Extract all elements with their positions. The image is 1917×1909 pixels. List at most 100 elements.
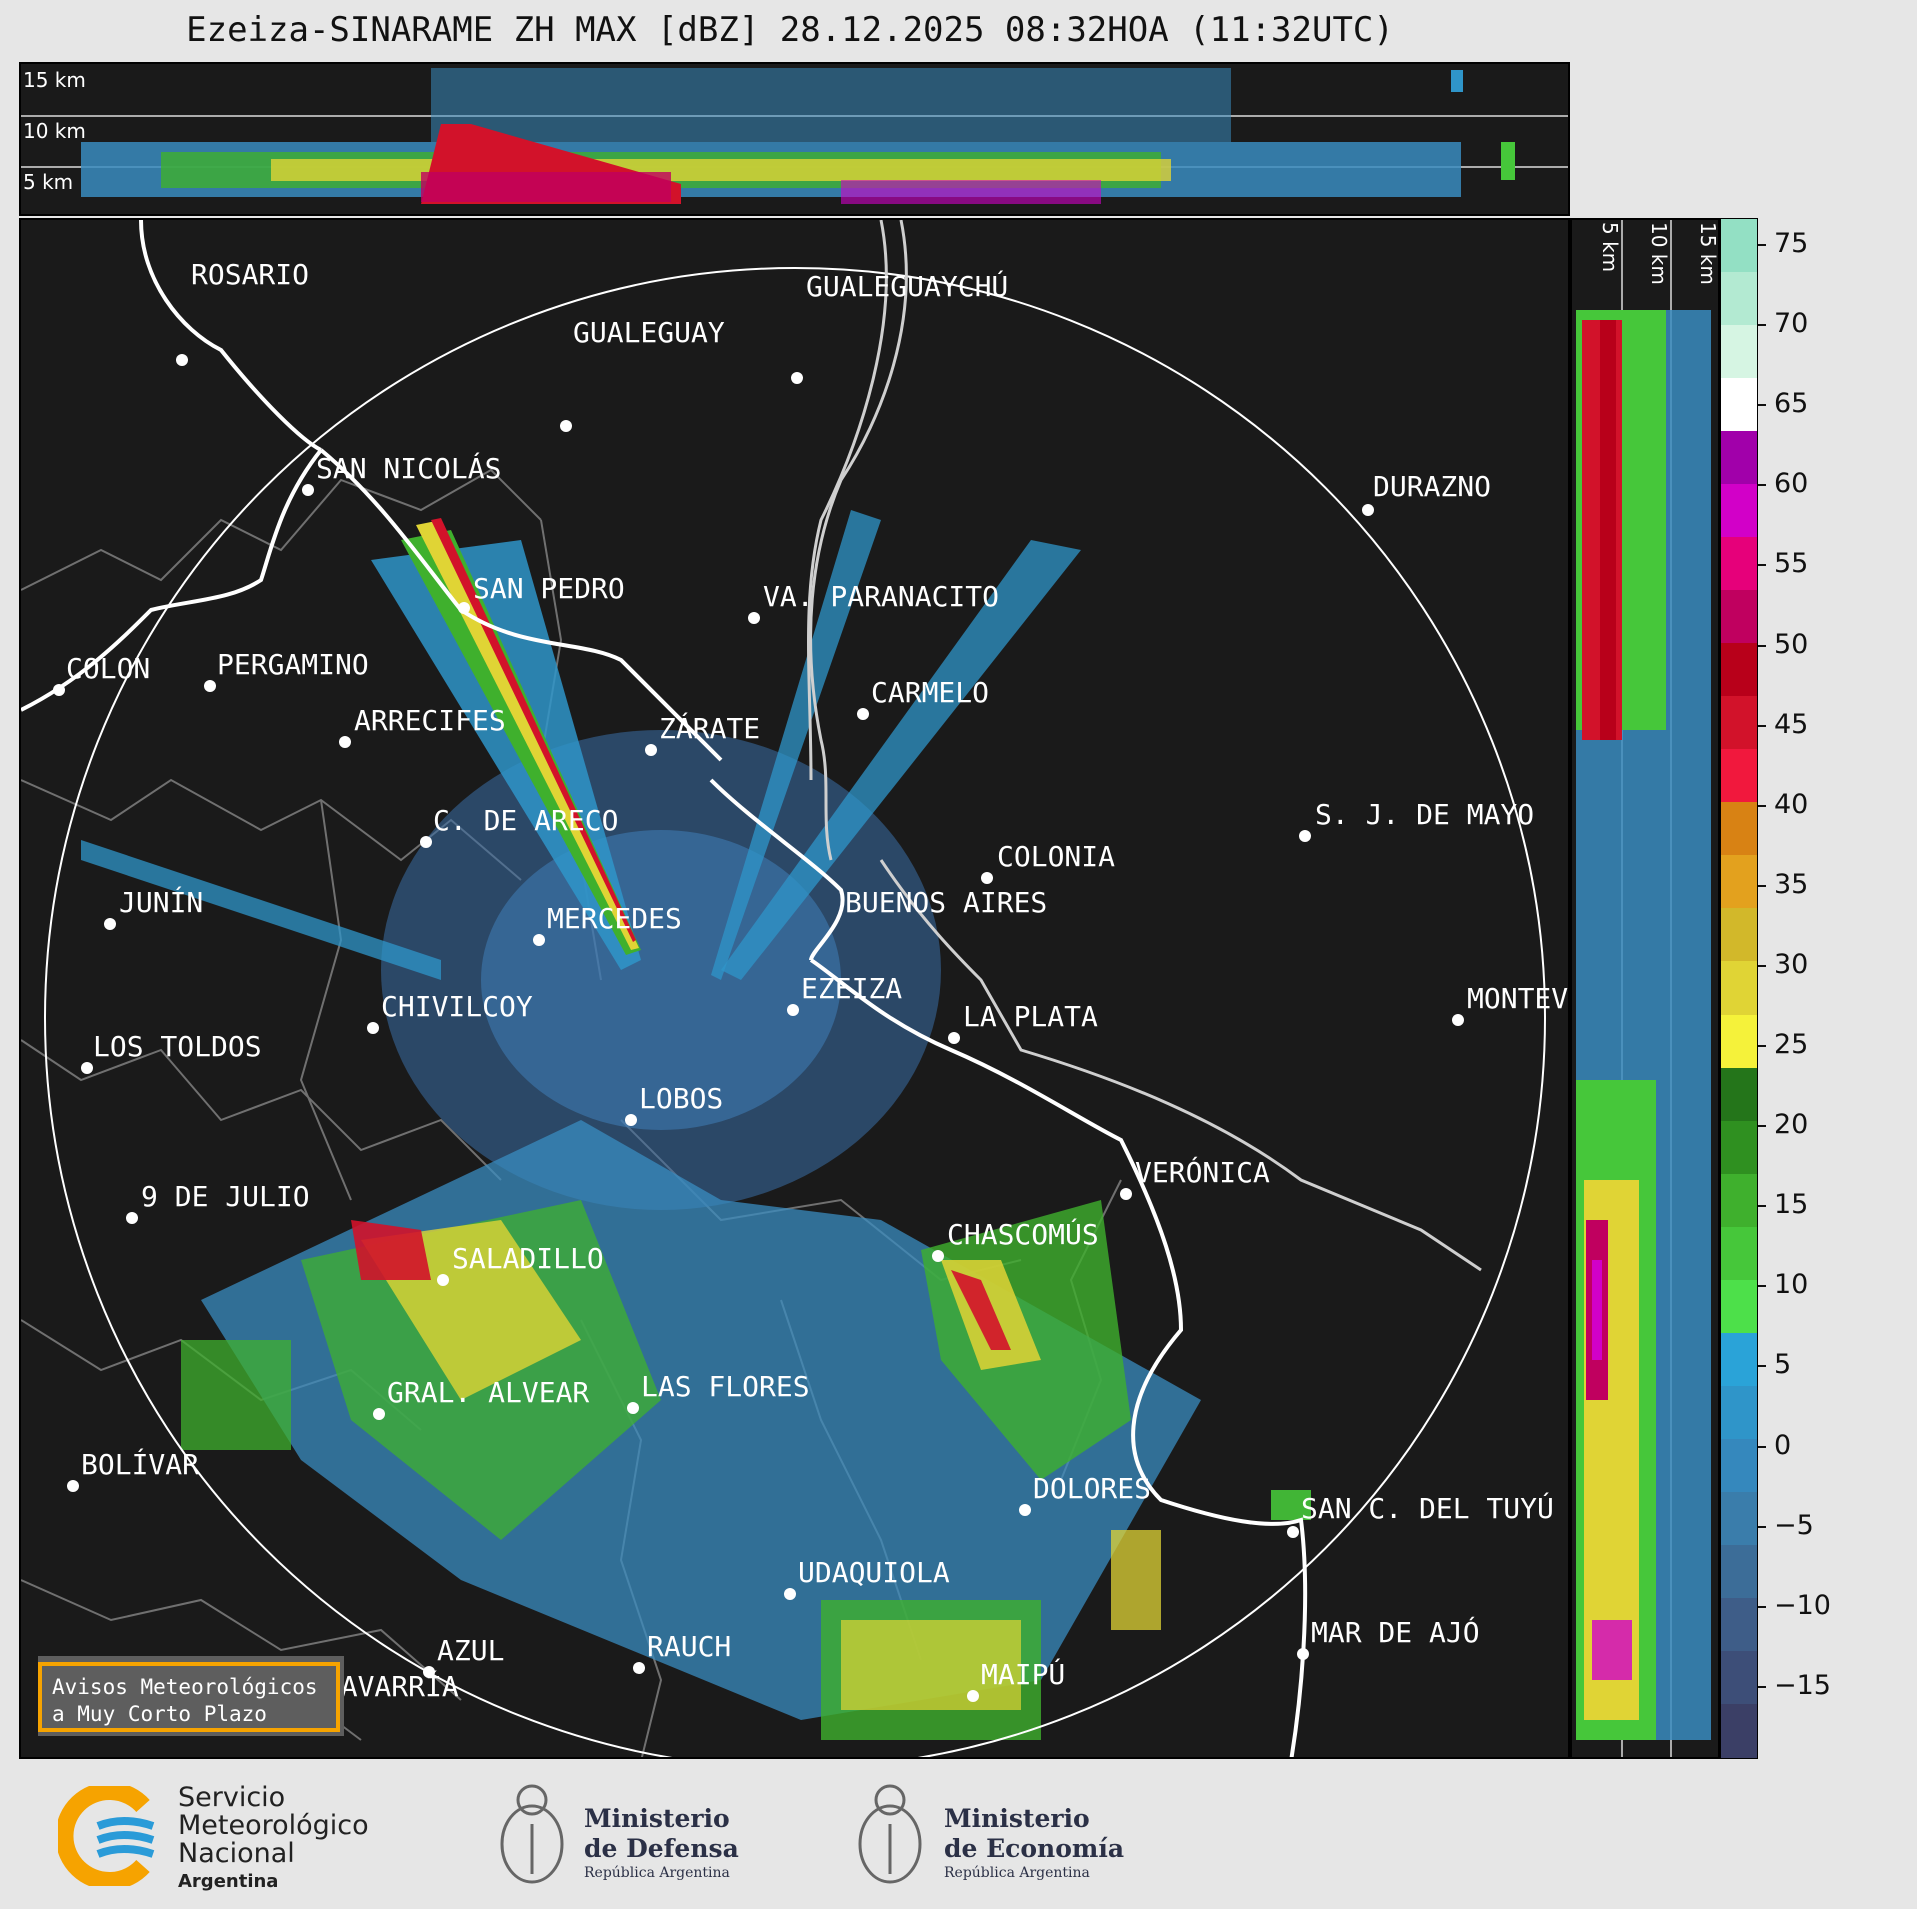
colorbar-segment <box>1721 696 1757 751</box>
city-colonia: COLONIA <box>997 840 1116 873</box>
city-chivilcoy: CHIVILCOY <box>381 990 533 1023</box>
city-montevideo: MONTEV <box>1467 982 1569 1015</box>
city-s-j-de-mayo: S. J. DE MAYO <box>1315 798 1535 831</box>
city-9-de-julio: 9 DE JULIO <box>141 1180 310 1213</box>
city-label: ROSARIO <box>191 258 310 291</box>
top-profile-image <box>21 68 1568 204</box>
city-va-paranacito: VA. PARANACITO <box>763 580 1000 613</box>
city-chascomus: CHASCOMÚS <box>947 1218 1099 1251</box>
radar-map-image <box>21 220 1546 1757</box>
colorbar-segment <box>1721 1438 1757 1493</box>
colorbar-segment <box>1721 1385 1757 1440</box>
colorbar-segment <box>1721 325 1757 380</box>
map-title: Ezeiza-SINARAME ZH MAX [dBZ] 28.12.2025 … <box>186 10 1394 50</box>
notice-line-2: a Muy Corto Plazo <box>52 1702 267 1726</box>
range-ring <box>44 267 1546 1757</box>
side-height-label-15: 15 km <box>1696 222 1720 285</box>
smn-line-4: Argentina <box>178 1871 279 1892</box>
height-label-15: 15 km <box>23 68 86 92</box>
defensa-line-2: de Defensa <box>584 1834 739 1863</box>
dbz-colorbar <box>1720 218 1758 1759</box>
city-dots <box>53 354 1464 1714</box>
city-gualeguaychu: GUALEGUAYCHÚ <box>806 270 1009 303</box>
smn-line-3: Nacional <box>178 1838 295 1869</box>
colorbar-segment <box>1721 537 1757 592</box>
city-san-pedro: SAN PEDRO <box>473 572 625 605</box>
colorbar-segment <box>1721 1332 1757 1387</box>
city-ezeiza: EZEIZA <box>801 972 903 1005</box>
city-junin: JUNÍN <box>119 886 204 919</box>
colorbar-segment <box>1721 908 1757 963</box>
city-san-c-del-tuyu: SAN C. DEL TUYÚ <box>1301 1492 1554 1525</box>
colorbar-segment <box>1721 590 1757 645</box>
city-gral-alvear: GRAL. ALVEAR <box>387 1376 590 1409</box>
colorbar-segment <box>1721 484 1757 539</box>
city-buenos-aires: BUENOS AIRES <box>845 886 1048 919</box>
colorbar-segment <box>1721 1226 1757 1281</box>
colorbar-segment <box>1721 961 1757 1016</box>
smn-line-1: Servicio <box>178 1782 286 1813</box>
notice-box[interactable]: Avisos Meteorológicos a Muy Corto Plazo <box>38 1662 340 1732</box>
economia-line-3: República Argentina <box>944 1865 1090 1881</box>
rivers <box>807 220 1482 1272</box>
city-mercedes: MERCEDES <box>547 902 682 935</box>
city-bolivar: BOLÍVAR <box>81 1448 200 1481</box>
city-san-nicolas: SAN NICOLÁS <box>316 452 502 485</box>
colorbar-segment <box>1721 1279 1757 1334</box>
notice-line-1: Avisos Meteorológicos <box>52 1675 318 1699</box>
height-label-5: 5 km <box>23 170 74 194</box>
notice-background <box>38 1656 344 1736</box>
top-height-profile: 15 km 10 km 5 km <box>19 62 1570 216</box>
economia-line-1: Ministerio <box>944 1804 1090 1833</box>
side-profile-image <box>1576 220 1711 1757</box>
colorbar-segment <box>1721 1173 1757 1228</box>
coat-of-arms-icon <box>500 1784 564 1884</box>
side-height-label-5: 5 km <box>1598 222 1622 273</box>
coastline <box>21 220 1308 1757</box>
colorbar-segment <box>1721 272 1757 327</box>
colorbar-segment <box>1721 1067 1757 1122</box>
radar-echoes <box>81 510 1311 1740</box>
city-arrecifes: ARRECIFES <box>354 704 506 737</box>
city-dolores: DOLORES <box>1033 1472 1152 1505</box>
smn-line-2: Meteorológico <box>178 1810 369 1841</box>
city-maipu: MAIPÚ <box>981 1658 1066 1691</box>
city-la-plata: LA PLATA <box>963 1000 1098 1033</box>
colorbar-segment <box>1721 1650 1757 1705</box>
city-colon: COLON <box>66 652 151 685</box>
city-mar-de-ajo: MAR DE AJÓ <box>1311 1616 1480 1649</box>
city-gualeguay: GUALEGUAY <box>573 316 725 349</box>
city-saladillo: SALADILLO <box>452 1242 604 1275</box>
coat-of-arms-icon <box>858 1784 922 1884</box>
city-lobos: LOBOS <box>639 1082 724 1115</box>
colorbar-ticks: 75 70 65 60 55 50 45 40 35 30 25 20 15 10 5 0 −5 −10 −15 <box>1758 228 1831 1701</box>
city-pergamino: PERGAMINO <box>217 648 369 681</box>
city-zarate: ZÁRATE <box>659 712 761 745</box>
side-height-label-10: 10 km <box>1647 222 1671 285</box>
height-label-10: 10 km <box>23 119 86 143</box>
city-carmelo: CARMELO <box>871 676 990 709</box>
city-veronica: VERÓNICA <box>1135 1156 1270 1189</box>
city-azul: AZUL <box>437 1634 505 1667</box>
city-durazno: DURAZNO <box>1373 470 1492 503</box>
city-udaquiola: UDAQUIOLA <box>798 1556 950 1589</box>
city-c-de-areco: C. DE ARECO <box>433 804 619 837</box>
colorbar-segment <box>1721 643 1757 698</box>
colorbar-segment <box>1721 431 1757 486</box>
radar-map: ROSARIO GUALEGUAYCHÚ GUALEGUAY SAN NICOL… <box>19 218 1570 1759</box>
smn-logo-icon <box>58 1786 155 1886</box>
colorbar-segment <box>1721 1597 1757 1652</box>
colorbar-segment <box>1721 1703 1757 1758</box>
colorbar-segment <box>1721 1544 1757 1599</box>
colorbar-segment <box>1721 1491 1757 1546</box>
city-rauch: RAUCH <box>647 1630 732 1663</box>
colorbar-segment <box>1721 802 1757 857</box>
colorbar-segment <box>1721 219 1757 274</box>
colorbar-segment <box>1721 1014 1757 1069</box>
city-las-flores: LAS FLORES <box>641 1370 810 1403</box>
defensa-line-3: República Argentina <box>584 1865 730 1881</box>
colorbar-segment <box>1721 749 1757 804</box>
side-height-profile: 5 km 10 km 15 km <box>1570 218 1720 1759</box>
colorbar-segment <box>1721 855 1757 910</box>
colorbar-segment <box>1721 1120 1757 1175</box>
